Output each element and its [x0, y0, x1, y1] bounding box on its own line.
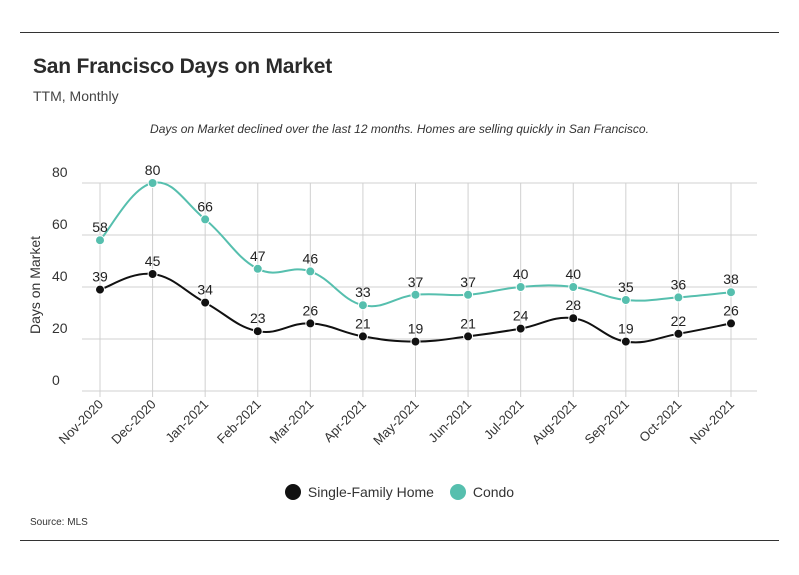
- data-label-single-family: 19: [618, 321, 634, 337]
- x-tick-label: Jan-2021: [162, 397, 211, 446]
- data-point-condo[interactable]: [357, 300, 368, 311]
- source-note: Source: MLS: [30, 517, 88, 528]
- data-point-single-family[interactable]: [95, 284, 105, 295]
- data-point-single-family[interactable]: [515, 323, 526, 334]
- data-point-condo[interactable]: [147, 178, 158, 188]
- x-tick-label: Nov-2020: [56, 397, 106, 447]
- data-point-single-family[interactable]: [463, 331, 474, 342]
- legend: Single-Family Home Condo: [0, 484, 799, 503]
- chart-note: Days on Market declined over the last 12…: [150, 122, 649, 136]
- data-label-condo: 40: [513, 266, 529, 282]
- data-point-condo[interactable]: [95, 235, 105, 246]
- x-tick-label: Sep-2021: [581, 397, 631, 447]
- x-tick-label: Oct-2021: [636, 397, 684, 445]
- x-tick-label: Dec-2020: [108, 397, 158, 447]
- x-tick-label: Nov-2021: [687, 397, 737, 447]
- data-label-single-family: 26: [723, 302, 739, 318]
- legend-swatch-condo: [449, 484, 466, 500]
- top-rule: [20, 32, 779, 33]
- data-point-single-family[interactable]: [673, 328, 684, 339]
- data-point-single-family[interactable]: [305, 318, 316, 329]
- data-point-single-family[interactable]: [620, 336, 631, 347]
- data-label-single-family: 23: [250, 310, 266, 326]
- x-tick-label: Jul-2021: [481, 397, 527, 443]
- data-label-condo: 80: [145, 162, 161, 178]
- data-point-single-family[interactable]: [568, 313, 579, 324]
- data-point-single-family[interactable]: [726, 318, 736, 329]
- data-label-single-family: 26: [303, 302, 319, 318]
- y-axis-title: Days on Market: [27, 236, 43, 334]
- legend-label-condo: Condo: [472, 484, 515, 500]
- grid: [82, 182, 757, 397]
- data-point-single-family[interactable]: [357, 331, 368, 342]
- data-label-condo: 33: [355, 284, 371, 300]
- data-point-single-family[interactable]: [200, 297, 211, 308]
- data-label-condo: 36: [671, 276, 687, 292]
- data-label-condo: 66: [197, 198, 213, 214]
- data-point-condo[interactable]: [515, 282, 526, 292]
- data-point-condo[interactable]: [200, 214, 211, 225]
- data-label-condo: 38: [723, 271, 739, 287]
- legend-item-single-family[interactable]: Single-Family Home: [284, 484, 434, 500]
- data-point-condo[interactable]: [305, 266, 316, 277]
- data-label-condo: 46: [303, 250, 319, 266]
- axes: 0 20 40 60 80 Nov-2020 Dec-2020 Jan-2021 Feb-202…: [27, 164, 737, 448]
- data-label-single-family: 28: [565, 297, 581, 313]
- x-tick-label: May-2021: [370, 397, 421, 448]
- data-label-single-family: 21: [460, 315, 476, 331]
- data-label-single-family: 21: [355, 315, 371, 331]
- data-label-condo: 58: [92, 219, 108, 235]
- data-label-single-family: 22: [671, 313, 687, 329]
- legend-item-condo[interactable]: Condo: [449, 484, 515, 500]
- data-label-single-family: 39: [92, 269, 108, 285]
- x-tick-label: Apr-2021: [321, 397, 369, 445]
- y-tick-label: 20: [52, 320, 68, 336]
- data-point-condo[interactable]: [620, 295, 631, 305]
- data-point-condo[interactable]: [726, 287, 736, 298]
- chart-title: San Francisco Days on Market: [33, 55, 333, 78]
- data-label-single-family: 45: [145, 253, 161, 269]
- x-tick-label: Jun-2021: [425, 397, 474, 446]
- data-point-condo[interactable]: [568, 282, 579, 292]
- data-point-condo[interactable]: [410, 289, 421, 300]
- y-tick-label: 40: [52, 268, 68, 284]
- y-tick-label: 0: [52, 372, 60, 388]
- bottom-rule: [20, 540, 779, 541]
- legend-label-single-family: Single-Family Home: [307, 484, 434, 500]
- data-point-condo[interactable]: [673, 292, 684, 303]
- data-labels: 58 80 66 47 46 33 37 37 40 40 35 36 38 39 45 34 23 26 21 19…: [92, 162, 739, 337]
- data-label-condo: 35: [618, 279, 634, 295]
- x-tick-label: Aug-2021: [529, 397, 579, 447]
- chart-subtitle: TTM, Monthly: [33, 88, 119, 104]
- data-label-condo: 37: [460, 274, 476, 290]
- x-tick-label: Mar-2021: [267, 397, 317, 447]
- data-point-condo[interactable]: [252, 263, 263, 274]
- series-layer: [95, 178, 736, 347]
- data-label-single-family: 24: [513, 308, 529, 324]
- data-point-single-family[interactable]: [147, 269, 158, 279]
- y-tick-label: 80: [52, 164, 68, 180]
- data-label-single-family: 19: [408, 321, 424, 337]
- data-label-condo: 47: [250, 248, 266, 264]
- data-label-condo: 40: [565, 266, 581, 282]
- data-label-condo: 37: [408, 274, 424, 290]
- data-point-single-family[interactable]: [252, 326, 263, 337]
- data-label-single-family: 34: [197, 282, 213, 298]
- data-point-condo[interactable]: [463, 289, 474, 300]
- x-tick-label: Feb-2021: [214, 397, 264, 447]
- data-point-single-family[interactable]: [410, 336, 421, 347]
- legend-swatch-single-family: [284, 484, 301, 500]
- y-tick-label: 60: [52, 216, 68, 232]
